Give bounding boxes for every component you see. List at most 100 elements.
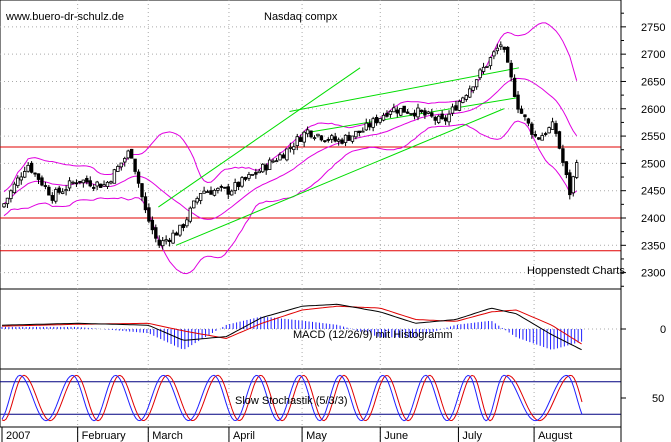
candle-body	[540, 135, 544, 141]
candle-body	[78, 180, 82, 183]
candle-body	[119, 162, 123, 168]
source-label: Hoppenstedt Charts	[527, 265, 625, 277]
candle-body	[305, 129, 310, 135]
candle-body	[185, 219, 189, 227]
candle-body	[85, 178, 89, 183]
candle-body	[271, 160, 275, 163]
candle-body	[9, 190, 13, 199]
candle-body	[92, 187, 96, 189]
month-label: August	[538, 430, 572, 442]
candle-body	[202, 190, 206, 194]
candle-body	[495, 47, 500, 52]
candle-body	[530, 123, 534, 135]
candle-body	[454, 105, 458, 111]
candle-body	[312, 137, 317, 140]
candle-body	[474, 79, 479, 88]
candle-body	[381, 114, 386, 121]
candle-body	[22, 171, 27, 178]
candle-body	[40, 177, 44, 186]
candle-body	[468, 88, 472, 98]
candle-body	[160, 240, 165, 247]
candle-body	[60, 191, 65, 194]
candle-body	[550, 121, 555, 130]
candle-body	[236, 181, 241, 188]
candle-body	[71, 181, 75, 184]
candle-body	[95, 181, 99, 187]
candle-body	[26, 164, 30, 172]
candle-body	[537, 137, 541, 140]
candle-body	[388, 110, 393, 115]
candle-body	[461, 97, 465, 103]
candle-body	[464, 95, 468, 100]
candle-body	[302, 131, 306, 143]
candle-body	[216, 188, 220, 191]
candle-body	[261, 163, 265, 173]
candle-body	[19, 176, 23, 181]
candle-body	[323, 140, 327, 143]
candle-body	[568, 172, 572, 196]
candle-body	[319, 135, 324, 141]
candle-body	[512, 77, 517, 97]
candle-body	[347, 135, 351, 141]
stoch-tick-label: 50	[652, 393, 664, 405]
candle-body	[295, 136, 299, 147]
macd-indicator	[0, 303, 621, 351]
candle-body	[67, 180, 72, 189]
month-label: March	[152, 430, 183, 442]
candle-body	[47, 186, 51, 196]
candle-body	[357, 130, 362, 133]
candle-body	[336, 139, 341, 142]
candle-body	[229, 190, 234, 196]
candle-body	[109, 181, 113, 184]
candle-body	[174, 232, 179, 236]
candle-body	[436, 115, 441, 123]
candle-body	[554, 123, 558, 134]
candle-body	[112, 169, 117, 184]
candle-body	[385, 112, 389, 117]
candle-body	[354, 130, 358, 138]
candle-body	[150, 219, 155, 231]
stochastic-indicator	[0, 374, 621, 422]
candle-body	[430, 112, 434, 117]
watermark: www.buero-dr-schulz.de	[5, 11, 124, 23]
month-label: 2007	[6, 430, 30, 442]
candle-body	[378, 118, 382, 123]
candle-body	[298, 137, 303, 142]
candle-body	[240, 177, 244, 187]
candle-body	[440, 113, 444, 120]
candle-body	[188, 207, 192, 222]
candle-body	[575, 162, 579, 178]
candle-body	[481, 66, 486, 72]
candle-body	[195, 198, 199, 203]
candle-body	[392, 107, 396, 113]
candle-body	[250, 173, 255, 176]
candle-body	[350, 135, 355, 142]
candle-body	[419, 109, 424, 113]
candle-body	[571, 176, 575, 194]
candle-body	[50, 195, 54, 201]
candle-body	[326, 139, 330, 141]
candle-body	[167, 239, 172, 242]
price-tick-label: 2550	[641, 131, 665, 143]
candle-body	[519, 108, 524, 114]
candle-body	[488, 57, 493, 67]
candle-body	[485, 65, 489, 68]
candle-body	[478, 69, 482, 79]
candle-body	[16, 177, 20, 187]
price-tick-label: 2300	[641, 268, 665, 280]
candle-body	[447, 113, 451, 123]
candle-body	[471, 86, 475, 91]
candle-body	[395, 109, 399, 114]
candle-body	[516, 94, 520, 110]
candle-body	[223, 186, 227, 189]
candle-body	[257, 170, 261, 174]
candle-body	[33, 172, 37, 175]
candle-body	[129, 148, 134, 159]
candle-body	[333, 136, 337, 142]
month-label: June	[384, 430, 408, 442]
candle-body	[457, 101, 462, 111]
candle-body	[278, 154, 282, 161]
month-label: April	[233, 430, 255, 442]
candle-body	[36, 173, 41, 180]
